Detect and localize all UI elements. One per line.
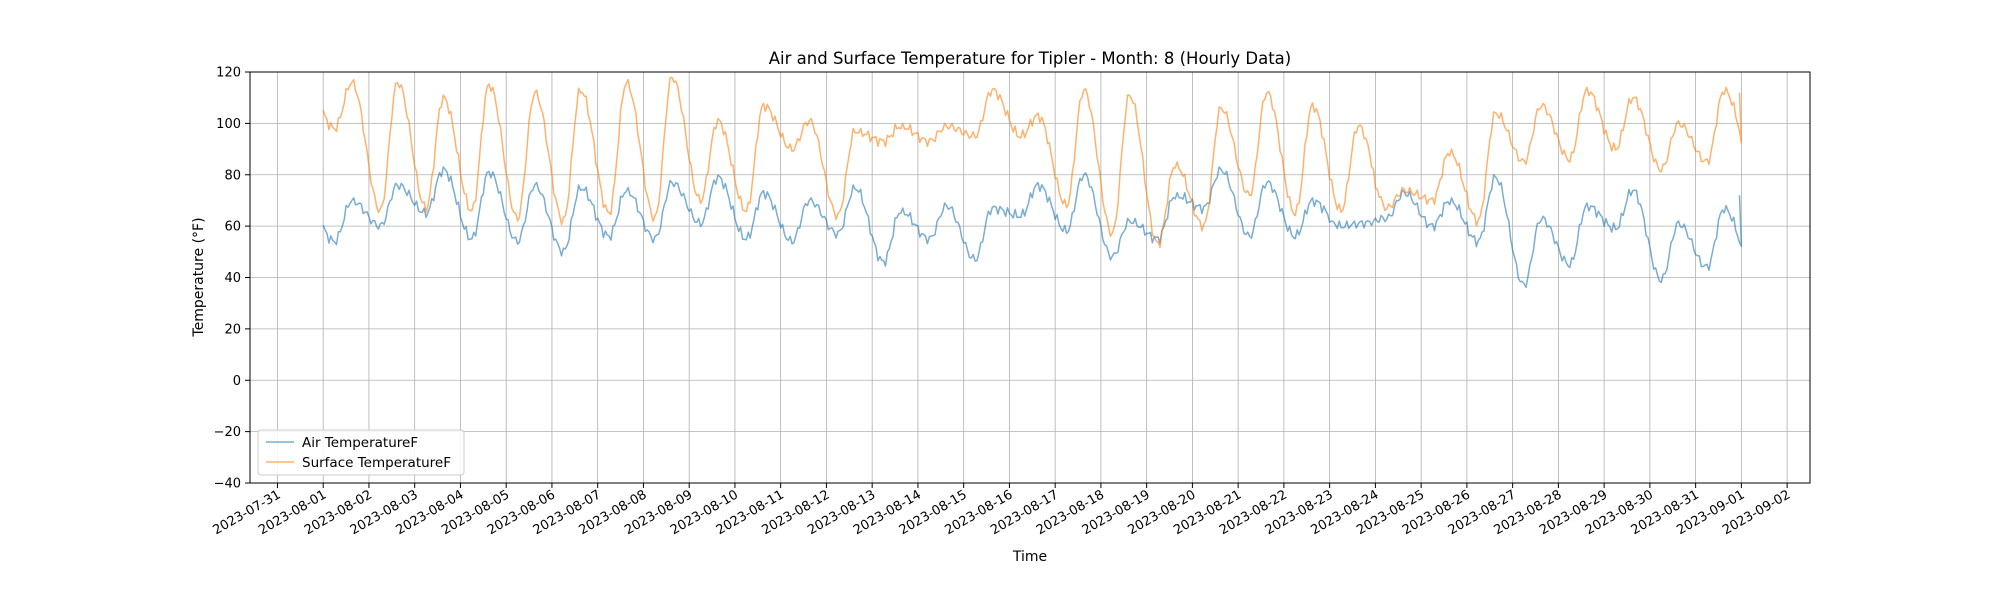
y-tick-label: 60 [224,220,241,235]
y-tick-label: −40 [214,477,241,492]
y-tick-label: 80 [224,168,241,183]
y-tick-label: 0 [233,374,241,389]
y-tick-label: 40 [224,271,241,286]
legend-label-surface: Surface TemperatureF [302,455,451,471]
y-tick-label: 120 [216,66,241,81]
series-layer [322,76,1743,288]
legend-box [257,429,465,476]
x-axis-title: Time [1012,549,1047,565]
y-tick-label: −20 [214,425,241,440]
legend: Air TemperatureF Surface TemperatureF [257,429,465,476]
y-axis-title: Temperature (°F) [191,217,207,337]
y-tick-label: 20 [224,322,241,337]
legend-label-air: Air TemperatureF [302,435,418,451]
surface-temperature-line [322,76,1743,249]
y-tick-label: 100 [216,117,241,132]
air-temperature-line [322,166,1743,288]
chart-title: Air and Surface Temperature for Tipler -… [769,49,1291,68]
